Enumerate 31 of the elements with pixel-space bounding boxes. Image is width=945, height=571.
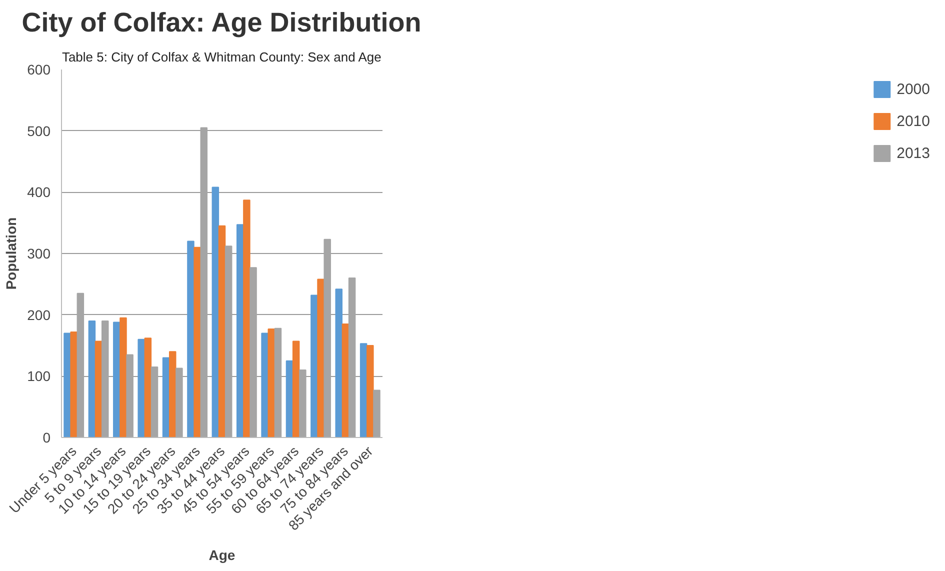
bar xyxy=(292,340,300,438)
bar xyxy=(366,345,374,438)
bar xyxy=(243,200,250,438)
legend-label: 2010 xyxy=(896,112,930,130)
bar xyxy=(261,332,268,438)
bar xyxy=(373,390,380,438)
y-axis-title: Population xyxy=(3,217,20,290)
bar xyxy=(335,288,343,438)
y-tick-label: 500 xyxy=(27,122,51,139)
bar xyxy=(138,338,145,438)
caption: Table 5: City of Colfax & Whitman County: Sex and Age xyxy=(62,50,382,64)
legend-label: 2013 xyxy=(896,144,930,162)
bar xyxy=(120,317,127,438)
bar xyxy=(70,332,78,438)
bar xyxy=(360,343,368,438)
y-tick-label: 200 xyxy=(27,306,51,323)
bar xyxy=(168,351,176,438)
bar xyxy=(88,320,96,438)
bar xyxy=(212,186,220,438)
y-tick-label: 300 xyxy=(27,246,51,262)
x-axis-title: Age xyxy=(208,547,236,564)
y-tick-label: 100 xyxy=(27,368,51,384)
y-tick-label: 600 xyxy=(27,62,51,78)
y-tick-label: 400 xyxy=(27,184,51,200)
legend-label: 2000 xyxy=(896,80,930,98)
bar xyxy=(218,225,226,438)
y-tick-label: 0 xyxy=(42,430,51,446)
bar xyxy=(144,338,152,438)
chart-title: City of Colfax: Age Distribution xyxy=(22,8,422,38)
bar xyxy=(187,240,194,438)
bar xyxy=(194,246,201,438)
